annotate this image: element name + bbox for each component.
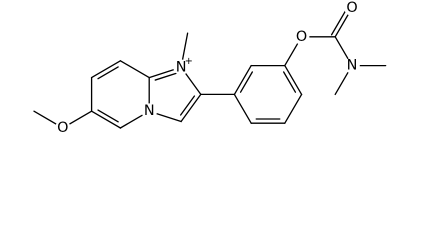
atom-label: O	[57, 120, 68, 136]
bond	[97, 109, 119, 123]
bond	[239, 71, 253, 93]
label-mask	[293, 29, 310, 45]
atom-label: N	[176, 59, 187, 75]
atom-label: O	[346, 0, 357, 16]
atom-label: N	[347, 58, 358, 74]
atom-label: N	[144, 103, 155, 119]
bond	[179, 95, 196, 116]
label-mask	[55, 120, 71, 136]
bond	[233, 64, 252, 96]
bond	[283, 71, 297, 93]
bond	[90, 60, 122, 79]
bond	[180, 93, 202, 123]
bond	[119, 60, 150, 79]
bond	[90, 110, 122, 129]
label-mask	[344, 57, 360, 74]
bond	[284, 64, 303, 96]
molecule-diagram: O N N + O O N	[33, 0, 387, 136]
charge-label: +	[185, 56, 193, 67]
atom-labels: O N N + O O N	[55, 0, 360, 136]
label-mask	[141, 103, 157, 120]
bond	[284, 93, 303, 124]
label-mask	[173, 59, 189, 76]
atom-label: O	[296, 29, 307, 45]
structure: O N N + O O N	[33, 0, 387, 136]
bond	[154, 72, 179, 81]
label-mask	[344, 0, 360, 16]
bond	[233, 93, 252, 124]
bonds	[33, 5, 387, 129]
bond	[97, 66, 119, 80]
